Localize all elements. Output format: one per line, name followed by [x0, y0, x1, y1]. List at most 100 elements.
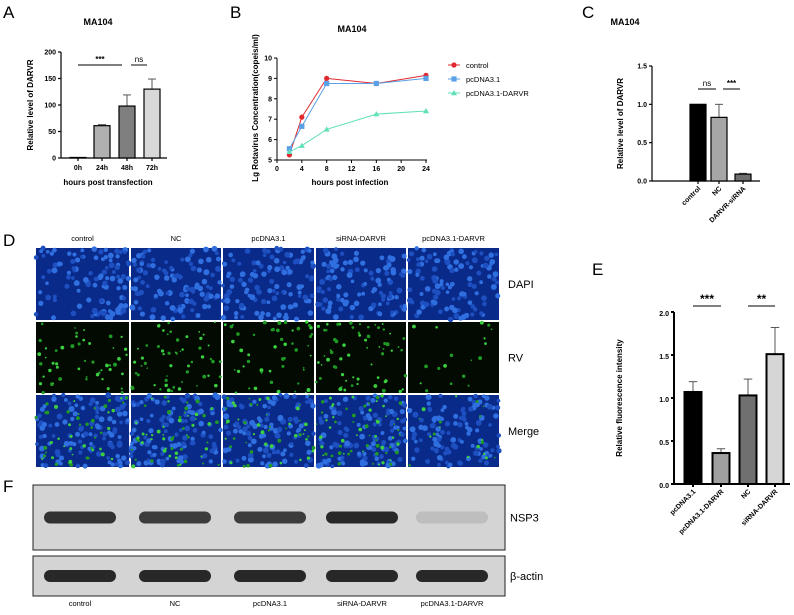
y-tick-label: 10: [264, 56, 272, 63]
blot-label: NSP3: [510, 513, 539, 525]
nucleus: [309, 276, 314, 282]
rv-signal: [206, 441, 209, 444]
rv-signal: [100, 369, 103, 372]
nucleus: [465, 261, 470, 266]
nucleus: [271, 450, 277, 455]
bar-pcDNA3.1-DARVR: [711, 452, 731, 486]
rv-signal: [351, 395, 355, 399]
rv-signal: [382, 347, 385, 350]
rv-signal: [177, 418, 182, 423]
nucleus: [247, 452, 254, 459]
micrograph-RV-pcDNA3.1: [223, 320, 314, 394]
nucleus: [434, 258, 439, 264]
nucleus: [322, 247, 329, 254]
rv-signal: [108, 364, 112, 367]
nucleus: [343, 432, 349, 438]
lane-label: pcDNA3.1: [253, 599, 287, 608]
rv-signal: [183, 459, 188, 464]
nucleus: [427, 432, 432, 437]
nucleus: [267, 288, 273, 294]
lane-label: pcDNA3.1-DARVR: [421, 599, 484, 608]
nucleus: [300, 249, 305, 254]
rv-signal: [425, 389, 429, 393]
rv-signal: [326, 323, 329, 326]
panel-label-d: D: [3, 231, 15, 250]
rv-signal: [63, 445, 66, 448]
nucleus: [252, 423, 258, 430]
nucleus: [370, 397, 376, 403]
nucleus: [145, 284, 150, 289]
rv-signal: [120, 387, 123, 390]
lane-label: siRNA-DARVR: [337, 599, 387, 608]
rv-signal: [54, 404, 58, 409]
nucleus: [238, 429, 243, 434]
nucleus: [274, 245, 279, 251]
nucleus: [72, 442, 77, 447]
nucleus: [115, 274, 121, 279]
rv-signal: [204, 447, 208, 451]
nucleus: [272, 316, 277, 321]
nucleus: [188, 298, 194, 305]
nucleus: [184, 419, 188, 423]
nucleus: [307, 310, 314, 316]
rv-signal: [252, 333, 256, 337]
nucleus: [358, 314, 364, 321]
nucleus: [107, 416, 113, 422]
nucleus: [254, 310, 260, 316]
rv-signal: [493, 456, 496, 459]
rv-signal: [258, 398, 262, 401]
chart-title: MA104: [337, 24, 366, 34]
rv-signal: [320, 411, 324, 414]
rv-signal: [320, 445, 324, 449]
chart-title: MA104: [83, 17, 112, 27]
rv-signal: [134, 372, 138, 375]
nucleus: [185, 293, 189, 298]
rv-signal: [182, 427, 185, 430]
nucleus: [285, 265, 290, 271]
rv-signal: [77, 413, 80, 415]
rv-signal: [455, 395, 458, 398]
nucleus: [91, 307, 98, 314]
rv-signal: [276, 389, 281, 394]
rv-signal: [317, 361, 320, 364]
rv-signal: [162, 434, 165, 436]
nucleus: [358, 406, 364, 412]
rv-signal: [311, 449, 315, 453]
rv-signal: [397, 428, 400, 432]
rv-signal: [207, 344, 210, 347]
rv-signal: [211, 359, 215, 364]
nucleus: [319, 441, 325, 447]
nucleus: [33, 312, 39, 317]
rv-signal: [298, 433, 302, 437]
rv-signal: [372, 462, 375, 465]
rv-signal: [186, 434, 188, 436]
nucleus: [402, 426, 407, 431]
rv-signal: [316, 324, 321, 328]
rv-signal: [38, 382, 43, 386]
nucleus: [120, 273, 127, 280]
rv-signal: [351, 326, 355, 329]
nucleus: [381, 440, 387, 446]
nucleus: [83, 431, 89, 437]
nucleus: [266, 250, 270, 254]
rv-signal: [202, 333, 205, 336]
nucleus: [457, 422, 463, 428]
nucleus: [222, 261, 228, 267]
data-point-control: [299, 114, 305, 120]
nucleus: [331, 409, 337, 416]
y-tick-label: 1.5: [637, 64, 647, 71]
bar-DARVR-siRNA: [734, 173, 752, 182]
rv-signal: [74, 327, 76, 329]
rv-signal: [186, 435, 190, 439]
nucleus: [307, 398, 313, 404]
nucleus: [458, 248, 464, 255]
rv-signal: [246, 359, 251, 364]
rv-signal: [185, 370, 190, 374]
nucleus: [163, 275, 170, 281]
nucleus: [353, 256, 359, 263]
nucleus: [484, 395, 490, 401]
rv-signal: [358, 333, 362, 337]
rv-signal: [191, 423, 195, 427]
rv-signal: [418, 417, 421, 420]
